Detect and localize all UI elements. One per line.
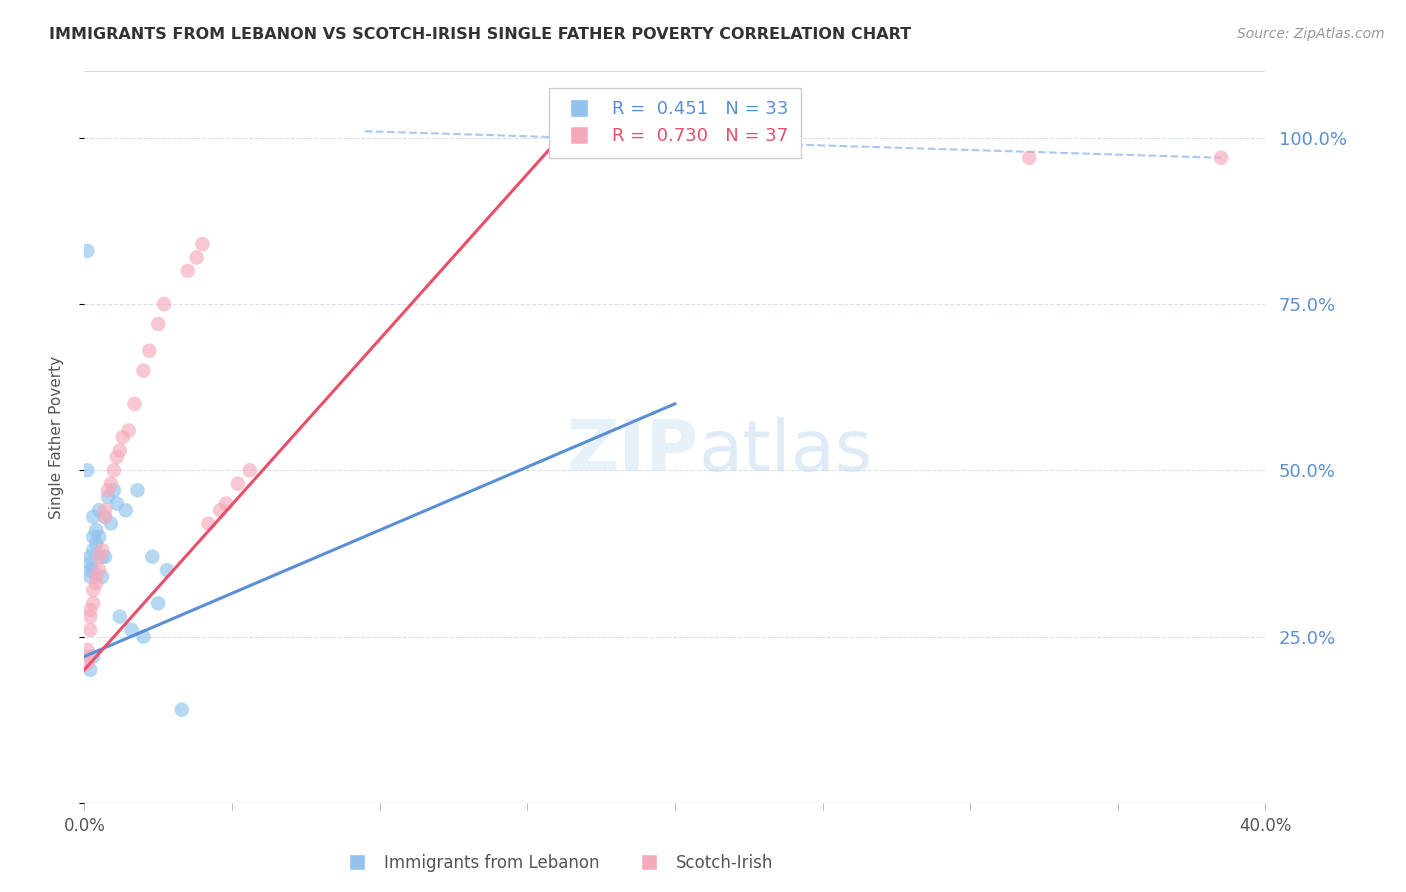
Point (239, 463, 262, 477)
Point (84, 536, 107, 550)
Point (191, 237, 214, 252)
Point (82, 582, 104, 597)
Point (79, 563, 101, 577)
Point (141, 549, 163, 564)
Point (82, 530, 104, 544)
Point (82, 596, 104, 610)
Point (94, 509, 117, 524)
Point (170, 703, 193, 717)
Text: ZIP: ZIP (567, 417, 699, 486)
Point (127, 483, 149, 498)
Point (89, 503, 111, 517)
Point (84, 570, 107, 584)
Point (79, 663, 101, 677)
Point (79, 603, 101, 617)
Point (177, 264, 200, 278)
Point (105, 497, 128, 511)
Point (84, 576, 107, 591)
Point (76, 656, 98, 670)
Point (82, 649, 104, 664)
Point (111, 430, 134, 444)
Point (105, 450, 128, 464)
Point (138, 343, 160, 358)
Point (91, 570, 114, 584)
Point (100, 516, 122, 531)
Point (79, 609, 101, 624)
Point (124, 397, 146, 411)
Point (153, 297, 176, 311)
Point (97, 483, 120, 498)
Point (121, 623, 143, 637)
Text: atlas: atlas (699, 417, 873, 486)
Point (89, 563, 111, 577)
Point (94, 549, 117, 564)
Point (197, 516, 219, 531)
Point (108, 443, 131, 458)
Point (226, 476, 249, 491)
Point (79, 557, 101, 571)
Point (118, 424, 141, 438)
Point (82, 563, 104, 577)
Point (114, 503, 136, 517)
Point (89, 530, 111, 544)
Point (186, 251, 208, 265)
Point (94, 509, 117, 524)
Point (94, 503, 117, 517)
Legend: Immigrants from Lebanon, Scotch-Irish: Immigrants from Lebanon, Scotch-Irish (333, 847, 780, 879)
Point (97, 490, 120, 504)
Point (148, 317, 170, 331)
Point (76, 244, 98, 258)
Point (82, 543, 104, 558)
Y-axis label: Single Father Poverty: Single Father Poverty (49, 356, 63, 518)
Point (91, 549, 114, 564)
Point (82, 509, 104, 524)
Point (1209, 151, 1232, 165)
Point (132, 630, 155, 644)
Point (79, 549, 101, 564)
Point (79, 570, 101, 584)
Point (76, 463, 98, 477)
Text: Source: ZipAtlas.com: Source: ZipAtlas.com (1237, 27, 1385, 41)
Point (84, 523, 107, 537)
Point (103, 483, 125, 498)
Point (132, 363, 155, 377)
Point (100, 476, 122, 491)
Point (89, 549, 111, 564)
Point (156, 563, 179, 577)
Point (1018, 151, 1040, 165)
Point (76, 643, 98, 657)
Point (148, 596, 170, 610)
Point (215, 497, 238, 511)
Point (91, 543, 114, 558)
Point (76, 649, 98, 664)
Point (209, 503, 232, 517)
Point (103, 463, 125, 477)
Point (79, 623, 101, 637)
Point (108, 609, 131, 624)
Text: IMMIGRANTS FROM LEBANON VS SCOTCH-IRISH SINGLE FATHER POVERTY CORRELATION CHART: IMMIGRANTS FROM LEBANON VS SCOTCH-IRISH … (49, 27, 911, 42)
